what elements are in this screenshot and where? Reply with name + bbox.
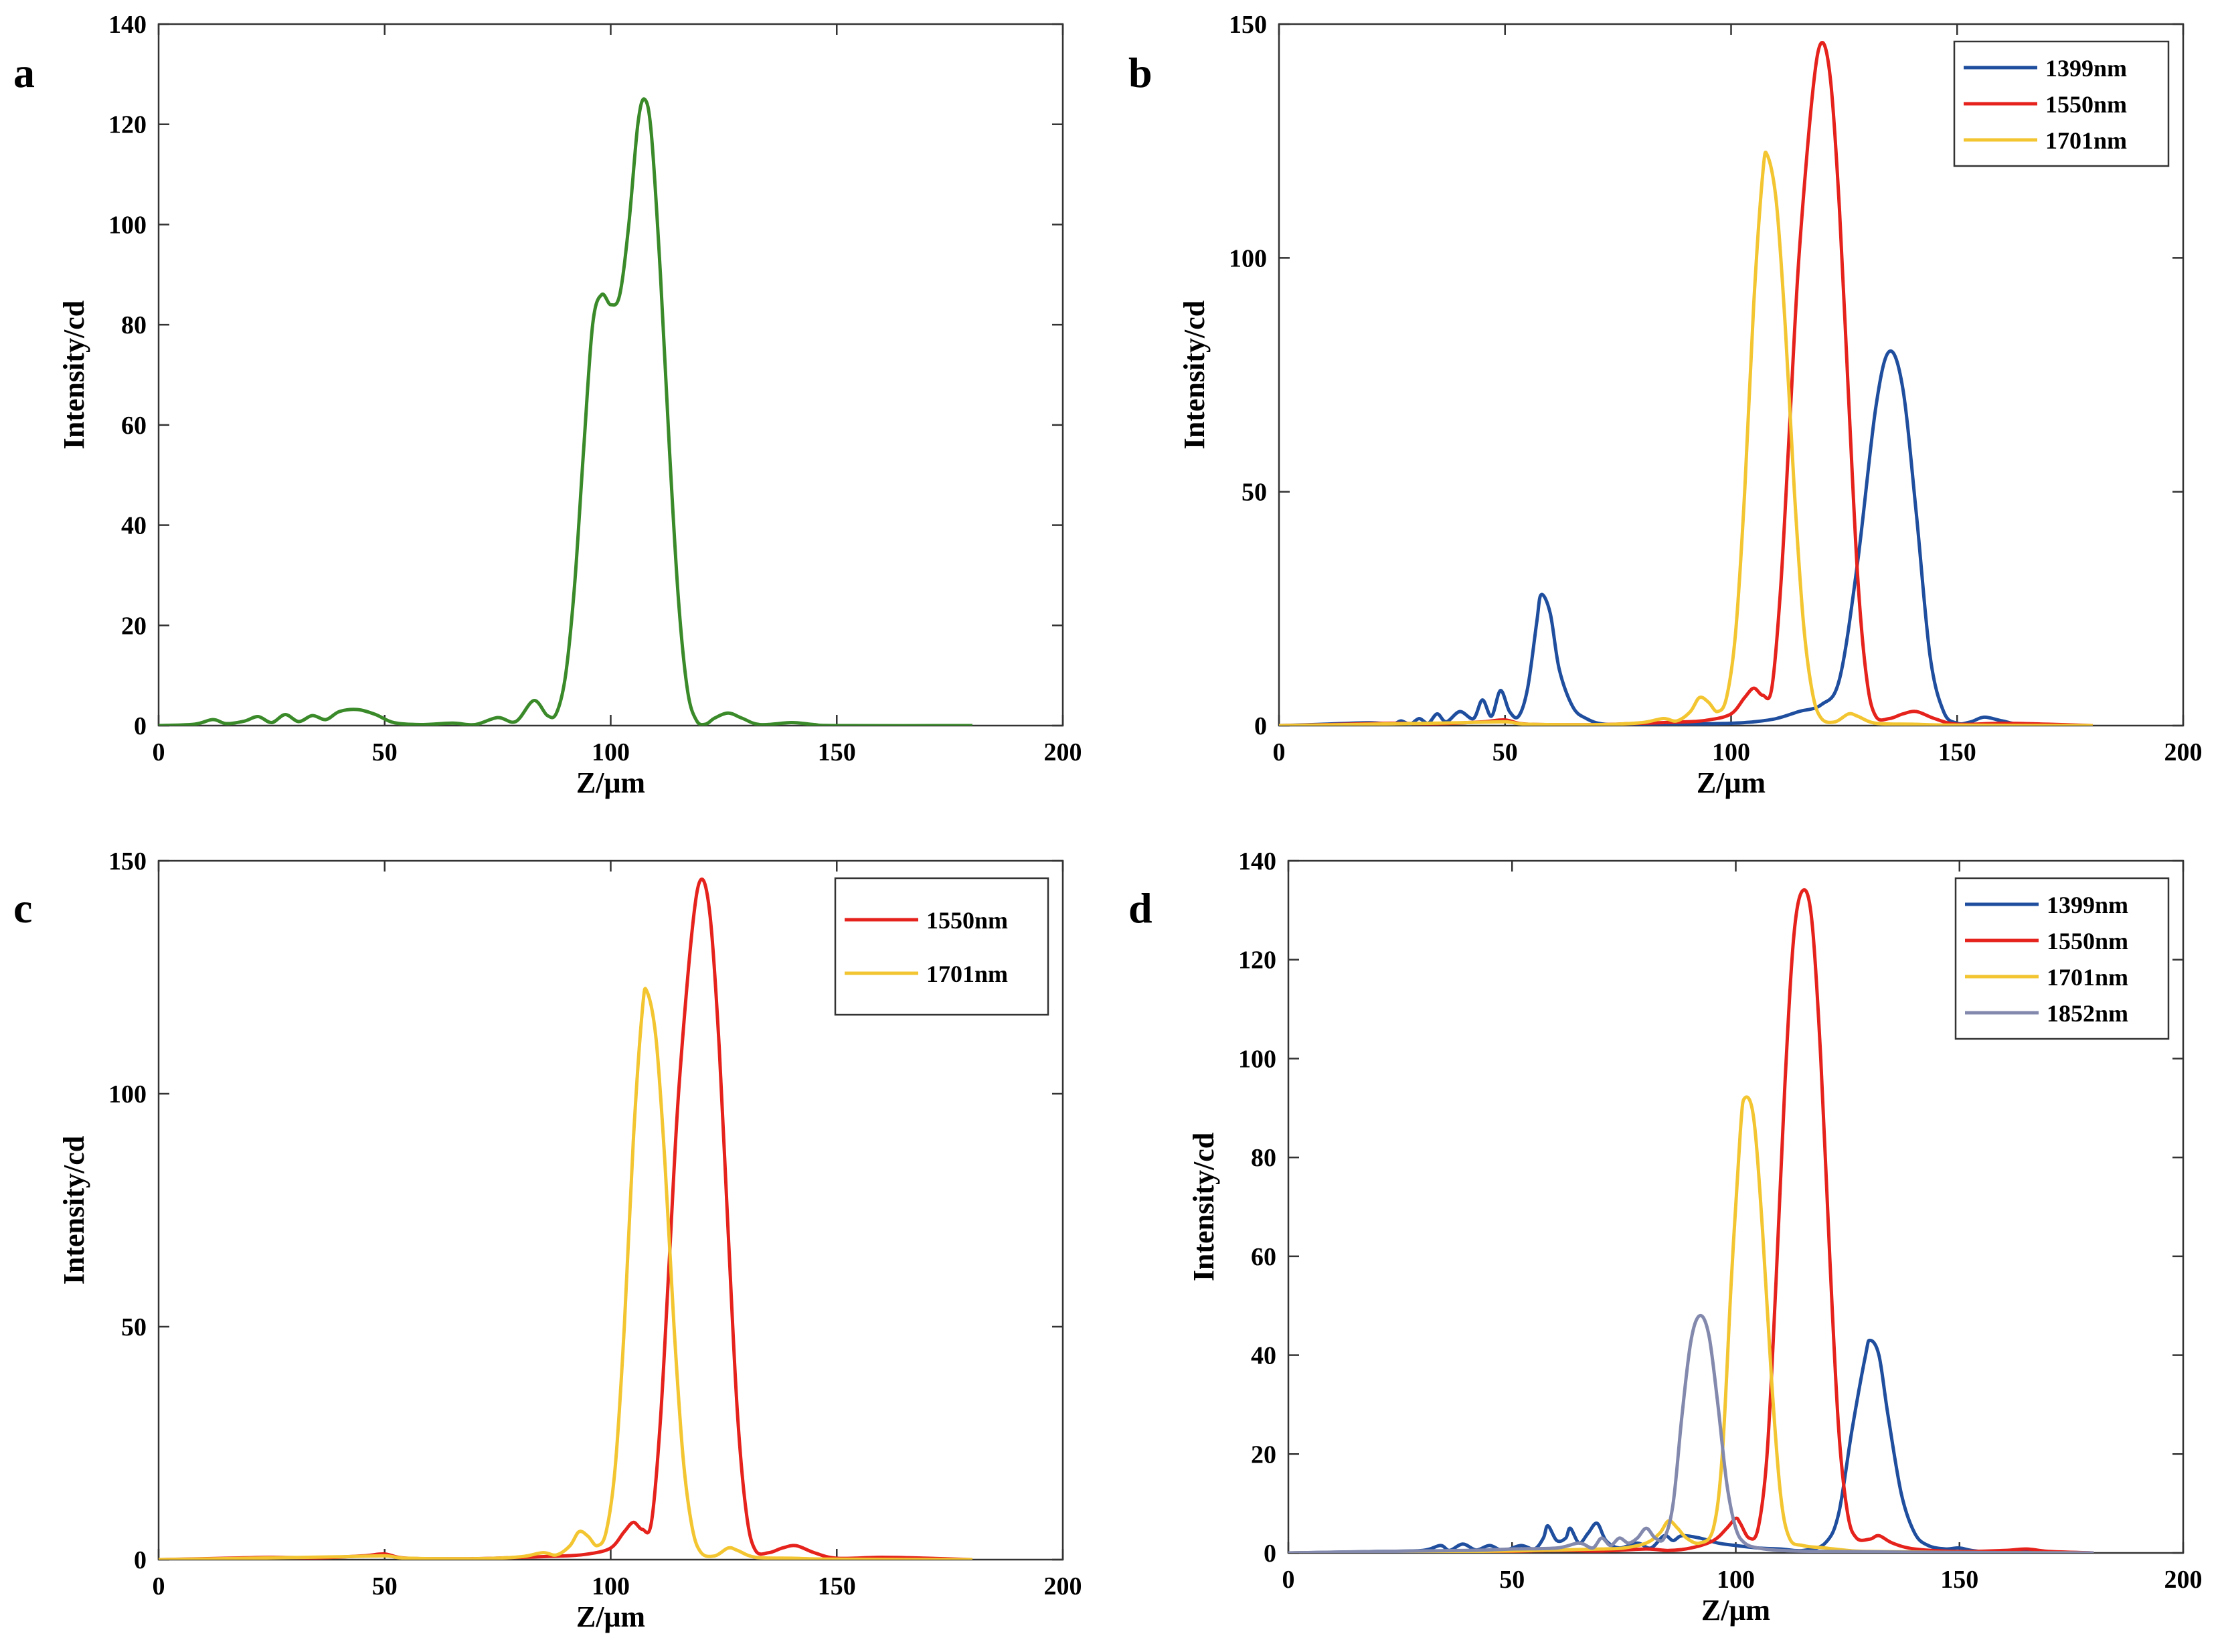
x-tick-label: 50 xyxy=(372,1572,398,1600)
x-tick-label: 0 xyxy=(153,1572,165,1600)
y-tick-label: 150 xyxy=(1229,11,1267,39)
x-tick-label: 50 xyxy=(1492,738,1518,766)
legend-box xyxy=(834,877,1049,1016)
y-tick-label: 100 xyxy=(108,211,147,239)
y-tick-label: 120 xyxy=(1238,946,1276,975)
series-line-1701nm xyxy=(1279,151,2093,726)
legend-label-1701nm: 1701nm xyxy=(926,961,1008,987)
panel-letter: a xyxy=(13,49,35,96)
y-tick-label: 80 xyxy=(121,311,147,339)
legend-label-1701nm: 1701nm xyxy=(2045,127,2127,154)
y-tick-label: 40 xyxy=(1251,1342,1276,1370)
x-tick-label: 150 xyxy=(1940,1566,1978,1594)
legend-label-1399nm: 1399nm xyxy=(2047,892,2128,918)
x-tick-label: 150 xyxy=(818,1572,856,1600)
legend-label-1550nm: 1550nm xyxy=(926,907,1008,934)
panel-a: a 0 50 100 150 200 0 20 40 60 80 100 120 140 Z/μm Inten… xyxy=(13,11,1082,799)
y-tick-label: 100 xyxy=(1229,244,1267,272)
series-line-intensity xyxy=(159,97,972,726)
y-tick-label: 0 xyxy=(134,712,147,740)
y-tick-label: 20 xyxy=(121,612,147,640)
y-tick-label: 0 xyxy=(134,1546,147,1574)
legend: 1399nm 1550nm 1701nm 1852nm xyxy=(1954,877,2170,1040)
panel-b: b 0 50 100 150 200 0 50 100 150 Z/μm Intensity/cd 13… xyxy=(1128,11,2203,799)
x-tick-label: 100 xyxy=(1712,738,1750,766)
x-tick-label: 200 xyxy=(1044,738,1082,766)
panel-letter: b xyxy=(1128,49,1152,96)
y-tick-label: 140 xyxy=(1238,847,1276,876)
y-tick-label: 140 xyxy=(108,11,147,39)
x-tick-label: 100 xyxy=(592,1572,630,1600)
y-tick-label: 50 xyxy=(121,1313,147,1341)
y-tick-label: 0 xyxy=(1264,1540,1276,1568)
y-tick-label: 0 xyxy=(1254,712,1267,740)
x-tick-label: 0 xyxy=(1282,1566,1295,1594)
x-tick-label: 150 xyxy=(818,738,856,766)
x-tick-label: 100 xyxy=(1717,1566,1755,1594)
y-tick-label: 60 xyxy=(1251,1243,1276,1271)
series-line-1399nm xyxy=(1288,1338,2094,1553)
y-axis-label: Intensity/cd xyxy=(58,1136,90,1285)
y-axis-label: Intensity/cd xyxy=(58,301,90,449)
y-tick-label: 40 xyxy=(121,512,147,540)
x-tick-label: 50 xyxy=(1499,1566,1525,1594)
x-axis-label: Z/μm xyxy=(576,766,645,799)
axes-frame xyxy=(157,23,1064,727)
x-tick-label: 100 xyxy=(592,738,630,766)
legend: 1399nm 1550nm 1701nm xyxy=(1953,40,2170,167)
panel-c: c 0 50 100 150 200 0 50 100 150 Z/μm Intensity/cd 15… xyxy=(13,847,1082,1633)
y-tick-label: 100 xyxy=(1238,1045,1276,1073)
y-tick-label: 120 xyxy=(108,111,147,139)
panel-letter: c xyxy=(13,884,32,932)
y-axis-label: Intensity/cd xyxy=(1187,1133,1220,1281)
legend-label-1701nm: 1701nm xyxy=(2047,964,2128,991)
panel-d: d 0 50 100 150 200 0 20 40 60 80 100 120 140 Z/μm Inten… xyxy=(1128,847,2203,1627)
y-tick-label: 100 xyxy=(108,1080,147,1108)
legend-label-1550nm: 1550nm xyxy=(2045,91,2127,118)
x-axis-label: Z/μm xyxy=(1701,1594,1770,1627)
series-line-1399nm xyxy=(1279,349,2093,726)
y-tick-label: 150 xyxy=(108,847,147,876)
x-tick-label: 200 xyxy=(2164,1566,2203,1594)
y-tick-label: 80 xyxy=(1251,1144,1276,1172)
x-tick-label: 200 xyxy=(2164,738,2203,766)
series-line-1550nm xyxy=(1288,888,2094,1553)
panel-letter: d xyxy=(1128,884,1152,932)
series-line-1701nm xyxy=(159,987,972,1560)
x-tick-label: 150 xyxy=(1938,738,1976,766)
legend-label-1399nm: 1399nm xyxy=(2045,55,2127,82)
legend-label-1550nm: 1550nm xyxy=(2047,928,2128,955)
x-tick-label: 0 xyxy=(1273,738,1286,766)
legend-label-1852nm: 1852nm xyxy=(2047,1000,2128,1027)
y-tick-label: 20 xyxy=(1251,1440,1276,1469)
y-axis-label: Intensity/cd xyxy=(1178,301,1211,449)
x-axis-label: Z/μm xyxy=(576,1600,645,1633)
y-tick-label: 60 xyxy=(121,412,147,440)
x-axis-label: Z/μm xyxy=(1697,766,1766,799)
series-line-1701nm xyxy=(1288,1095,2094,1553)
legend: 1550nm 1701nm xyxy=(834,877,1049,1016)
x-tick-label: 200 xyxy=(1044,1572,1082,1600)
series-line-1852nm xyxy=(1288,1313,2094,1553)
y-tick-label: 50 xyxy=(1242,479,1267,507)
x-tick-label: 0 xyxy=(153,738,165,766)
x-tick-label: 50 xyxy=(372,738,398,766)
